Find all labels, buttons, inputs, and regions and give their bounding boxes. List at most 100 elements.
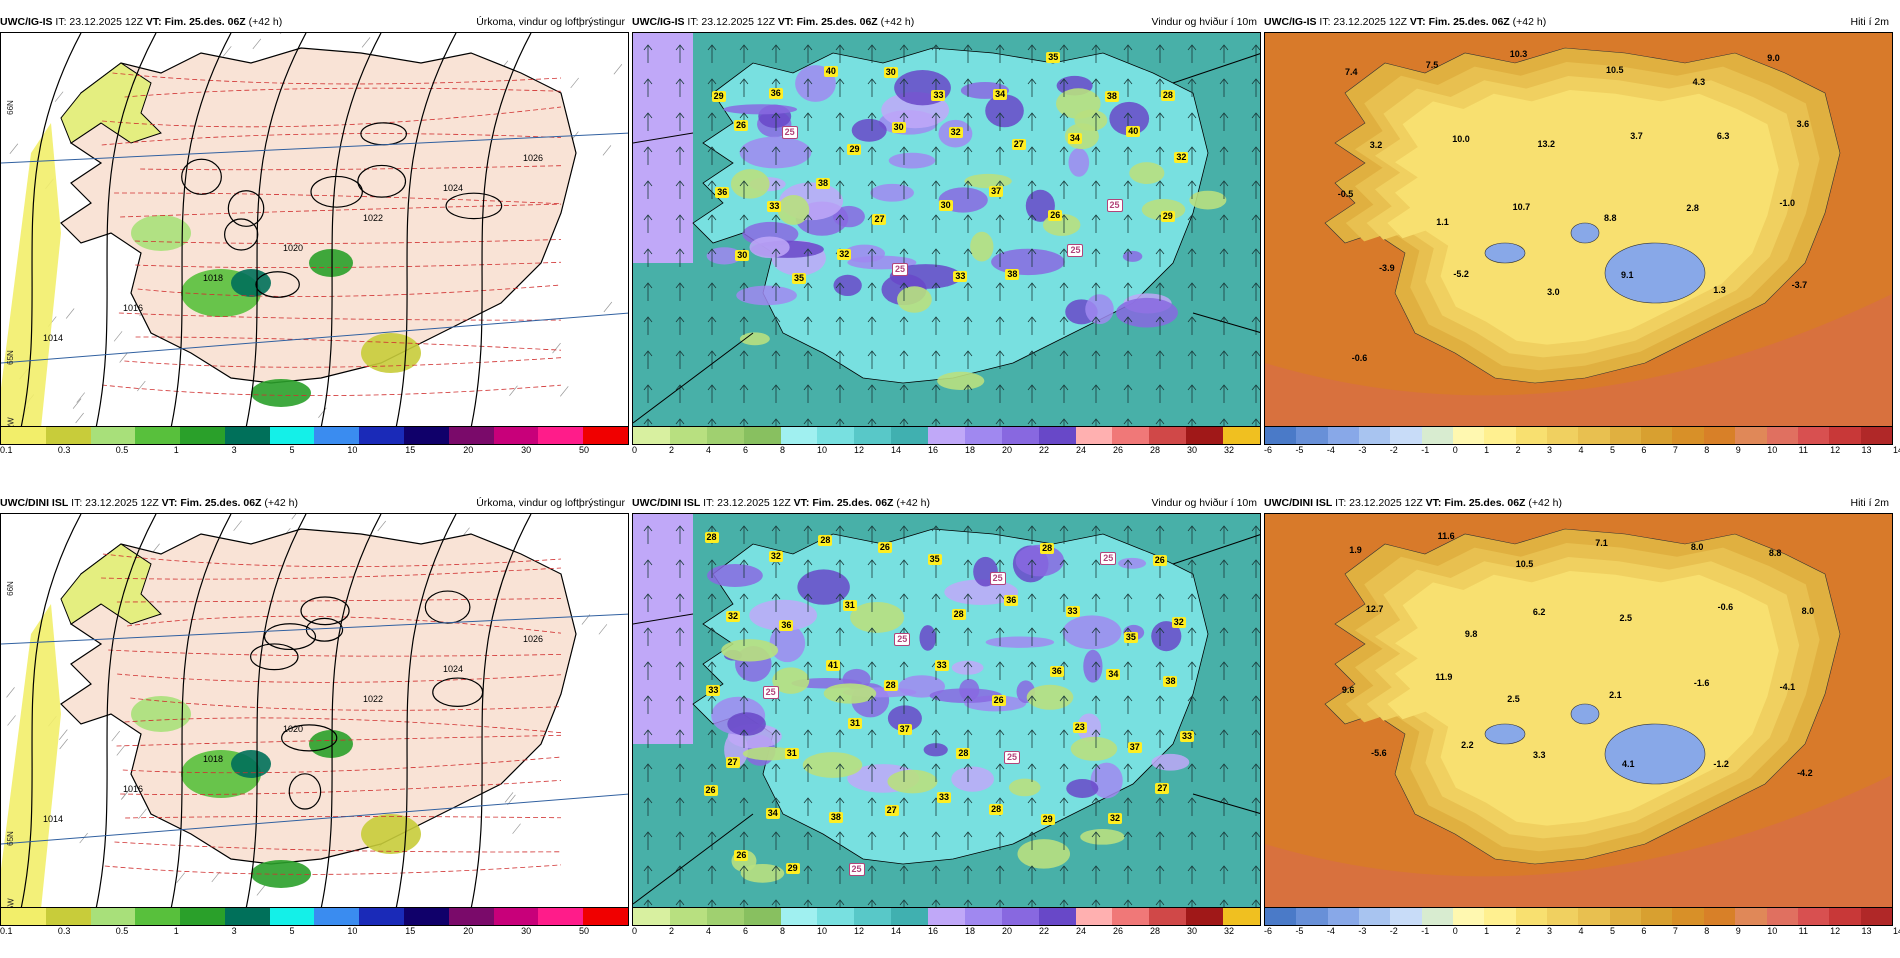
gust-label: 29 bbox=[1161, 211, 1175, 222]
colorbar-swatch bbox=[1453, 427, 1484, 444]
isobar-label: 1014 bbox=[41, 814, 65, 825]
colorbar-swatch bbox=[314, 908, 359, 925]
wind-area bbox=[1129, 162, 1164, 184]
colorbar-tick-label: 10 bbox=[347, 445, 357, 455]
colorbar-swatch bbox=[1578, 908, 1609, 925]
wind-area bbox=[1118, 558, 1146, 569]
colorbar-swatch bbox=[1359, 908, 1390, 925]
colorbar-swatch bbox=[1223, 427, 1260, 444]
isobar-label: 1024 bbox=[441, 183, 465, 194]
colorbar-tick-label: 26 bbox=[1113, 445, 1123, 455]
colorbar-swatch bbox=[1578, 427, 1609, 444]
colorbar-tick-label: 28 bbox=[1150, 926, 1160, 936]
colorbar-swatch bbox=[1296, 908, 1327, 925]
gust-label: 40 bbox=[1126, 126, 1140, 137]
wind-area bbox=[633, 33, 693, 263]
init-time: IT: 23.12.2025 12Z bbox=[1319, 16, 1407, 28]
graticule-label: 66N bbox=[6, 100, 15, 115]
colorbar-swatch bbox=[1076, 427, 1113, 444]
gust-label: 26 bbox=[1153, 555, 1167, 566]
colorbar-swatch bbox=[1516, 427, 1547, 444]
colorbar-swatch bbox=[135, 427, 180, 444]
colorbar-tick-label: 0.1 bbox=[0, 445, 13, 455]
temperature-label: 7.4 bbox=[1343, 67, 1360, 78]
temperature-label: 6.3 bbox=[1715, 131, 1732, 142]
gust-label: 35 bbox=[1124, 632, 1138, 643]
colorbar-swatch bbox=[1704, 427, 1735, 444]
colorbar-tick-label: 13 bbox=[1862, 445, 1872, 455]
colorbar-tick-label: 8 bbox=[780, 926, 785, 936]
colorbar-tick-label: 12 bbox=[854, 926, 864, 936]
colorbar-swatch bbox=[1296, 427, 1327, 444]
colorbar bbox=[0, 427, 629, 445]
panel-header: UWC/DINI ISL IT: 23.12.2025 12Z VT: Fim.… bbox=[0, 493, 629, 513]
colorbar-tick-label: -3 bbox=[1358, 445, 1366, 455]
colorbar-swatch bbox=[1767, 427, 1798, 444]
colorbar-tick-label: -1 bbox=[1421, 926, 1429, 936]
colorbar-tick-label: 3 bbox=[1547, 445, 1552, 455]
colorbar-tick-label: 18 bbox=[965, 445, 975, 455]
colorbar-tick-label: 0.3 bbox=[58, 445, 71, 455]
gust-label: 25 bbox=[894, 633, 910, 646]
colorbar-tick-label: 8 bbox=[780, 445, 785, 455]
colorbar-swatch bbox=[1735, 908, 1766, 925]
colorbar-tick-label: 5 bbox=[1610, 926, 1615, 936]
colorbar-swatch bbox=[359, 427, 404, 444]
colorbar-swatch bbox=[1641, 908, 1672, 925]
precip-area bbox=[361, 333, 421, 373]
temperature-label: 7.5 bbox=[1424, 60, 1441, 71]
lead-time: (+42 h) bbox=[249, 16, 283, 28]
colorbar-swatch bbox=[449, 908, 494, 925]
colorbar-swatch bbox=[1328, 908, 1359, 925]
gust-label: 38 bbox=[1163, 676, 1177, 687]
panel-header: UWC/IG-IS IT: 23.12.2025 12Z VT: Fim. 25… bbox=[1264, 12, 1893, 32]
colorbar-tick-label: -1 bbox=[1421, 445, 1429, 455]
wind-area bbox=[1074, 110, 1107, 131]
temperature-label: 9.6 bbox=[1340, 685, 1357, 696]
valid-time: VT: Fim. 25.des. 06Z bbox=[778, 16, 878, 28]
colorbar-tick-label: 30 bbox=[521, 445, 531, 455]
colorbar-tick-label: -5 bbox=[1295, 926, 1303, 936]
panel-wind-row2: UWC/DINI ISL IT: 23.12.2025 12Z VT: Fim.… bbox=[632, 493, 1261, 958]
colorbar-tick-label: 7 bbox=[1673, 926, 1678, 936]
gust-label: 26 bbox=[734, 850, 748, 861]
colorbar-swatch bbox=[1641, 427, 1672, 444]
temperature-label: 1.9 bbox=[1347, 545, 1364, 556]
gust-label: 34 bbox=[766, 808, 780, 819]
colorbar-tick-label: 10 bbox=[817, 926, 827, 936]
colorbar-tick-label: 0 bbox=[1453, 445, 1458, 455]
field-title: Hiti í 2m bbox=[1850, 12, 1889, 32]
model-name: UWC/IG-IS bbox=[632, 16, 685, 28]
wind-area bbox=[1123, 251, 1143, 262]
temperature-label: 7.1 bbox=[1593, 538, 1610, 549]
gust-label: 26 bbox=[878, 542, 892, 553]
colorbar-swatch bbox=[1798, 427, 1829, 444]
panel-precip-row1: UWC/IG-IS IT: 23.12.2025 12Z VT: Fim. 25… bbox=[0, 12, 629, 477]
isobar-label: 1026 bbox=[521, 153, 545, 164]
colorbar-swatch bbox=[46, 908, 91, 925]
wind-area bbox=[633, 514, 693, 744]
colorbar-tick-label: 9 bbox=[1736, 926, 1741, 936]
panel-header: UWC/DINI ISL IT: 23.12.2025 12Z VT: Fim.… bbox=[632, 493, 1261, 513]
field-title: Úrkoma, vindur og loftþrýstingur bbox=[476, 493, 625, 513]
lead-time: (+42 h) bbox=[1528, 497, 1562, 509]
colorbar-swatch bbox=[670, 427, 707, 444]
panel-header: UWC/IG-IS IT: 23.12.2025 12Z VT: Fim. 25… bbox=[0, 12, 629, 32]
temperature-label: 13.2 bbox=[1536, 139, 1558, 150]
gust-label: 25 bbox=[849, 863, 865, 876]
gust-label: 34 bbox=[993, 89, 1007, 100]
isobar-label: 1018 bbox=[201, 754, 225, 765]
glacier-cold-area bbox=[1571, 223, 1599, 243]
colorbar-swatch bbox=[1484, 908, 1515, 925]
gust-label: 38 bbox=[829, 812, 843, 823]
panel-temp-row1: UWC/IG-IS IT: 23.12.2025 12Z VT: Fim. 25… bbox=[1264, 12, 1893, 477]
wind-area bbox=[991, 249, 1065, 275]
temperature-label: 10.5 bbox=[1514, 559, 1536, 570]
colorbar-swatch bbox=[1, 908, 46, 925]
colorbar-tick-label: 6 bbox=[743, 445, 748, 455]
isobar-label: 1016 bbox=[121, 303, 145, 314]
gust-label: 27 bbox=[1155, 783, 1169, 794]
colorbar-tick-label: 7 bbox=[1673, 445, 1678, 455]
isobar-label: 1022 bbox=[361, 694, 385, 705]
gust-label: 28 bbox=[956, 748, 970, 759]
